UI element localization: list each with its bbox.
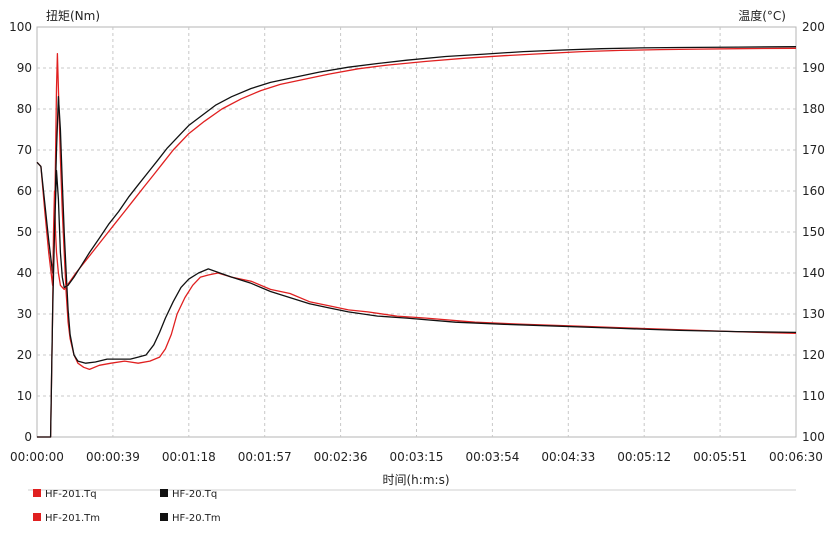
- x-tick-label: 00:06:30: [769, 450, 823, 464]
- y-left-tick-label: 50: [17, 225, 32, 239]
- y-left-tick-label: 90: [17, 61, 32, 75]
- legend-swatch: [33, 513, 41, 521]
- y-left-tick-label: 40: [17, 266, 32, 280]
- x-tick-label: 00:05:12: [617, 450, 671, 464]
- legend-label: HF-20.Tq: [172, 489, 217, 500]
- y-right-tick-label: 140: [802, 266, 825, 280]
- y-left-tick-label: 70: [17, 143, 32, 157]
- left-axis-title: 扭矩(Nm): [46, 9, 100, 23]
- y-right-tick-label: 130: [802, 307, 825, 321]
- x-tick-label: 00:03:54: [465, 450, 519, 464]
- legend-swatch: [160, 513, 168, 521]
- x-tick-label: 00:00:00: [10, 450, 64, 464]
- y-right-tick-label: 190: [802, 61, 825, 75]
- right-axis-title: 温度(°C): [738, 8, 786, 23]
- y-right-tick-label: 110: [802, 389, 825, 403]
- legend-swatch: [33, 489, 41, 497]
- left-axis-ticks: 0 10 20 30 40 50 60 70 80 90 100: [9, 20, 32, 444]
- series-line-hf-20-tq: [36, 96, 797, 364]
- x-axis-title: 时间(h:m:s): [383, 473, 450, 487]
- y-right-tick-label: 160: [802, 184, 825, 198]
- x-tick-label: 00:01:57: [238, 450, 292, 464]
- y-right-tick-label: 170: [802, 143, 825, 157]
- x-tick-label: 00:00:39: [86, 450, 140, 464]
- legend-label: HF-201.Tm: [45, 513, 100, 524]
- y-right-tick-label: 180: [802, 102, 825, 116]
- y-right-tick-label: 200: [802, 20, 825, 34]
- x-tick-label: 00:05:51: [693, 450, 747, 464]
- y-left-tick-label: 60: [17, 184, 32, 198]
- y-left-tick-label: 10: [17, 389, 32, 403]
- x-tick-label: 00:02:36: [314, 450, 368, 464]
- x-tick-label: 00:03:15: [390, 450, 444, 464]
- grid: [37, 27, 796, 437]
- y-right-tick-label: 100: [802, 430, 825, 444]
- y-right-tick-label: 150: [802, 225, 825, 239]
- y-left-tick-label: 80: [17, 102, 32, 116]
- legend-label: HF-20.Tm: [172, 513, 221, 524]
- y-left-tick-label: 20: [17, 348, 32, 362]
- y-left-tick-label: 100: [9, 20, 32, 34]
- legend: HF-201.Tq HF-20.Tq HF-201.Tm HF-20.Tm: [33, 489, 221, 524]
- y-left-tick-label: 0: [24, 430, 32, 444]
- legend-swatch: [160, 489, 168, 497]
- right-axis-ticks: 100 110 120 130 140 150 160 170 180 190 200: [802, 20, 825, 444]
- series-layer: [36, 46, 797, 438]
- series-line-hf-201-tm: [37, 47, 797, 438]
- y-left-tick-label: 30: [17, 307, 32, 321]
- x-tick-label: 00:01:18: [162, 450, 216, 464]
- legend-label: HF-201.Tq: [45, 489, 97, 500]
- x-axis-ticks: 00:00:00 00:00:39 00:01:18 00:01:57 00:02:36…: [10, 450, 823, 464]
- series-line-hf-20-tm: [37, 46, 797, 438]
- x-tick-label: 00:04:33: [541, 450, 595, 464]
- y-right-tick-label: 120: [802, 348, 825, 362]
